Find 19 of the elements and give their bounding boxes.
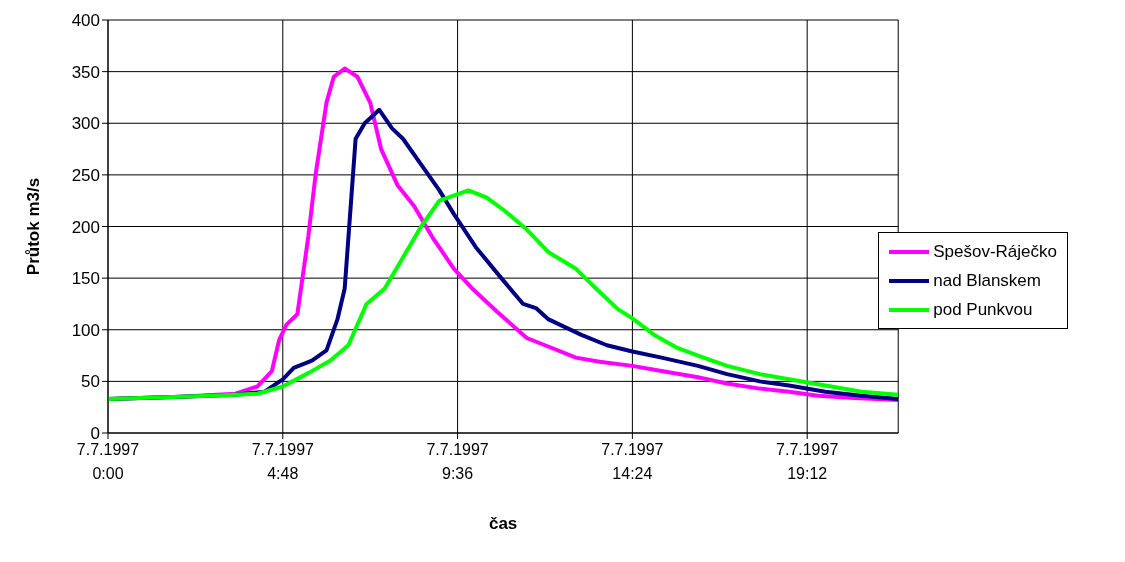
y-tick-label: 300	[71, 114, 100, 134]
y-tick-label: 50	[81, 372, 100, 392]
x-tick-label: 7.7.1997 14:24	[601, 441, 664, 482]
y-tick-label: 350	[71, 62, 100, 82]
y-tick-label: 100	[71, 320, 100, 340]
x-tick-label: 7.7.1997 9:36	[426, 441, 489, 482]
x-tick-label: 7.7.1997 0:00	[76, 441, 140, 482]
x-tick-label: 7.7.1997 19:12	[776, 441, 839, 482]
x-axis-title: čas	[488, 514, 518, 533]
y-tick-label: 400	[71, 11, 100, 31]
legend-label: nad Blanskem	[933, 270, 1041, 292]
y-tick-label: 150	[71, 269, 100, 289]
y-tick-label: 250	[71, 165, 100, 185]
y-tick-label: 200	[71, 217, 100, 237]
legend-label: Spešov-Ráječko	[933, 241, 1057, 263]
y-tick-label: 0	[90, 424, 100, 444]
legend-label: pod Punkvou	[933, 299, 1033, 321]
x-tick-label: 7.7.1997 4:48	[251, 441, 315, 482]
y-axis-title: Průtok m3/s	[24, 177, 44, 276]
